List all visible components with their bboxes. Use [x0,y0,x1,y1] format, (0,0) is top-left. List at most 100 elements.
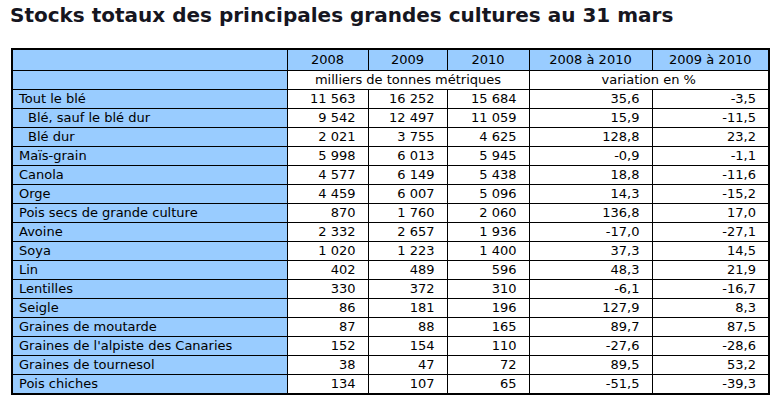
variation-2008-2010: 127,9 [529,298,652,317]
value-2008: 152 [287,336,368,355]
header-year-2010: 2010 [447,49,529,70]
header-variation-2008-2010: 2008 à 2010 [529,49,652,70]
row-label: Blé, sauf le blé dur [12,108,287,127]
variation-2009-2010: -15,2 [652,184,769,203]
value-2008: 1 020 [287,241,368,260]
value-2009: 154 [368,336,447,355]
row-label: Blé dur [12,127,287,146]
value-2010: 165 [447,317,529,336]
header-year-2009: 2009 [368,49,447,70]
units-row-empty-cell [12,70,287,89]
variation-2009-2010: -16,7 [652,279,769,298]
variation-2008-2010: 18,8 [529,165,652,184]
row-label: Pois chiches [12,374,287,394]
value-2008: 134 [287,374,368,394]
variation-2008-2010: 48,3 [529,260,652,279]
value-2010: 11 059 [447,108,529,127]
value-2009: 372 [368,279,447,298]
row-label: Lentilles [12,279,287,298]
variation-2009-2010: -1,1 [652,146,769,165]
table-row: Orge 4 459 6 007 5 096 14,3 -15,2 [12,184,769,203]
value-2009: 88 [368,317,447,336]
variation-2008-2010: 37,3 [529,241,652,260]
variation-2009-2010: -11,5 [652,108,769,127]
variation-2008-2010: 15,9 [529,108,652,127]
value-2010: 72 [447,355,529,374]
header-year-2008: 2008 [287,49,368,70]
variation-2009-2010: 87,5 [652,317,769,336]
table-body: Tout le blé 11 563 16 252 15 684 35,6 -3… [12,89,769,394]
value-2010: 310 [447,279,529,298]
variation-2008-2010: -51,5 [529,374,652,394]
value-2009: 1 760 [368,203,447,222]
variation-group-label: variation en % [529,70,769,89]
page: Stocks totaux des principales grandes cu… [0,0,783,405]
variation-2009-2010: 21,9 [652,260,769,279]
value-2010: 596 [447,260,529,279]
value-2008: 11 563 [287,89,368,108]
table-row: Lentilles 330 372 310 -6,1 -16,7 [12,279,769,298]
value-2010: 2 060 [447,203,529,222]
variation-2008-2010: 89,7 [529,317,652,336]
table-row: Canola 4 577 6 149 5 438 18,8 -11,6 [12,165,769,184]
variation-2009-2010: -27,1 [652,222,769,241]
row-label: Avoine [12,222,287,241]
row-label: Soya [12,241,287,260]
value-2009: 3 755 [368,127,447,146]
row-label: Lin [12,260,287,279]
value-2008: 38 [287,355,368,374]
value-2009: 6 007 [368,184,447,203]
stocks-table: 2008 2009 2010 2008 à 2010 2009 à 2010 m… [11,48,770,395]
header-variation-2009-2010: 2009 à 2010 [652,49,769,70]
value-2010: 5 945 [447,146,529,165]
variation-2009-2010: 14,5 [652,241,769,260]
value-2009: 181 [368,298,447,317]
value-2008: 86 [287,298,368,317]
row-label: Graines de tournesol [12,355,287,374]
value-2008: 87 [287,317,368,336]
variation-2009-2010: -3,5 [652,89,769,108]
value-2009: 1 223 [368,241,447,260]
unit-group-label: milliers de tonnes métriques [287,70,529,89]
value-2010: 1 400 [447,241,529,260]
value-2010: 196 [447,298,529,317]
table-row: Maïs-grain 5 998 6 013 5 945 -0,9 -1,1 [12,146,769,165]
variation-2008-2010: 136,8 [529,203,652,222]
table-row: Seigle 86 181 196 127,9 8,3 [12,298,769,317]
table-row: Blé, sauf le blé dur 9 542 12 497 11 059… [12,108,769,127]
value-2009: 16 252 [368,89,447,108]
variation-2008-2010: -27,6 [529,336,652,355]
row-label: Maïs-grain [12,146,287,165]
row-label: Pois secs de grande culture [12,203,287,222]
row-label: Graines de l'alpiste des Canaries [12,336,287,355]
value-2008: 4 577 [287,165,368,184]
value-2009: 6 013 [368,146,447,165]
value-2009: 6 149 [368,165,447,184]
table-row: Soya 1 020 1 223 1 400 37,3 14,5 [12,241,769,260]
variation-2008-2010: -17,0 [529,222,652,241]
value-2008: 330 [287,279,368,298]
variation-2009-2010: 23,2 [652,127,769,146]
value-2009: 2 657 [368,222,447,241]
value-2009: 489 [368,260,447,279]
variation-2008-2010: -6,1 [529,279,652,298]
value-2008: 402 [287,260,368,279]
table-row: Pois secs de grande culture 870 1 760 2 … [12,203,769,222]
variation-2009-2010: -11,6 [652,165,769,184]
value-2008: 2 332 [287,222,368,241]
page-title: Stocks totaux des principales grandes cu… [10,2,673,28]
value-2009: 47 [368,355,447,374]
header-corner-empty-cell [12,49,287,70]
row-label: Graines de moutarde [12,317,287,336]
table-header-row-years: 2008 2009 2010 2008 à 2010 2009 à 2010 [12,49,769,70]
variation-2008-2010: 14,3 [529,184,652,203]
value-2010: 15 684 [447,89,529,108]
variation-2009-2010: 17,0 [652,203,769,222]
variation-2009-2010: 8,3 [652,298,769,317]
value-2010: 110 [447,336,529,355]
row-label: Orge [12,184,287,203]
table-row: Graines de l'alpiste des Canaries 152 15… [12,336,769,355]
table-row: Graines de tournesol 38 47 72 89,5 53,2 [12,355,769,374]
value-2010: 4 625 [447,127,529,146]
value-2008: 9 542 [287,108,368,127]
